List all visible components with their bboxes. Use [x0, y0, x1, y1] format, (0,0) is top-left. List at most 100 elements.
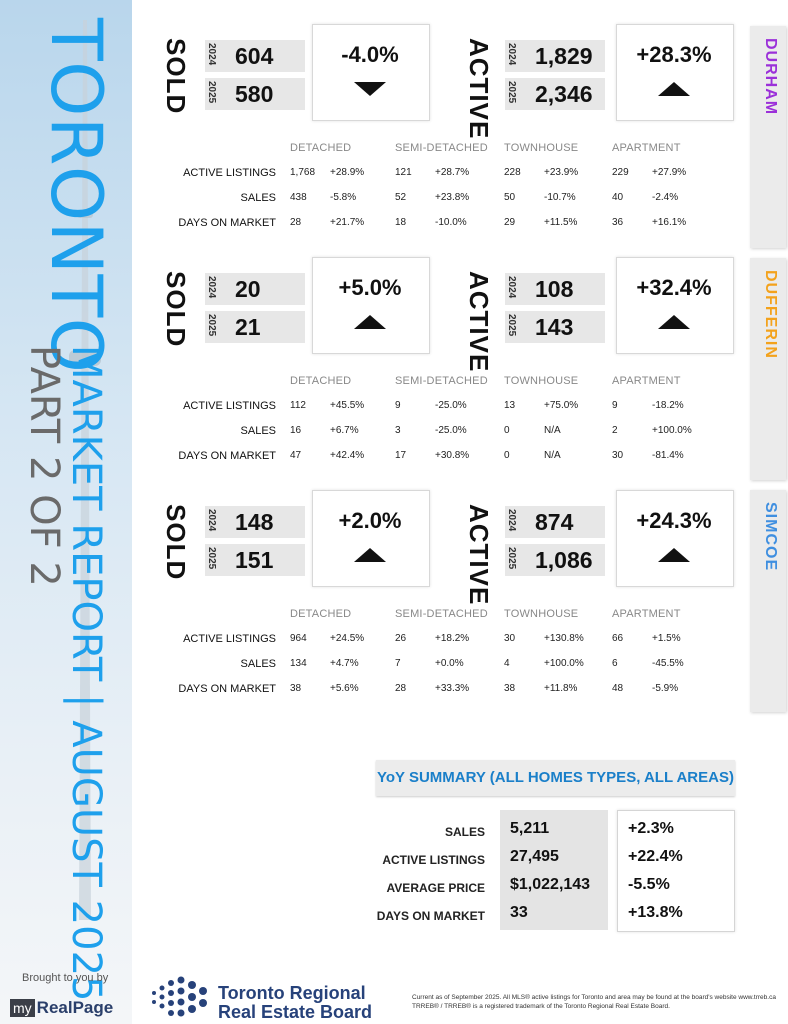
table-cell-value: 48 — [612, 683, 624, 694]
city-title: TORONTO — [35, 18, 117, 374]
summary-row-change: +13.8% — [628, 904, 683, 921]
summary-row-value: 5,211 — [510, 820, 550, 837]
region-tab-durham — [750, 26, 786, 248]
table-cell-value: 29 — [504, 217, 516, 228]
sold-label: SOLD — [161, 504, 191, 581]
table-cell-change: +0.0% — [435, 658, 464, 669]
table-cell-value: 40 — [612, 192, 624, 203]
sold-year-label: 2024 — [206, 43, 217, 66]
column-header: TOWNHOUSE — [504, 608, 579, 620]
region-tab-dufferin — [750, 258, 786, 480]
table-cell-change: +16.1% — [652, 217, 687, 228]
footnote: Current as of September 2025. All MLS® a… — [412, 993, 782, 1011]
sold-label: SOLD — [161, 38, 191, 115]
active-y2025-value: 2,346 — [535, 81, 593, 107]
summary-row-change: -5.5% — [628, 876, 670, 893]
table-cell-value: 4 — [504, 658, 510, 669]
sold-y2024-box — [205, 40, 305, 72]
summary-row-change: +2.3% — [628, 820, 674, 837]
table-cell-change: +33.3% — [435, 683, 470, 694]
sold-label: SOLD — [161, 271, 191, 348]
table-cell-value: 121 — [395, 167, 412, 178]
table-cell-value: 964 — [290, 633, 307, 644]
table-cell-change: -18.2% — [652, 400, 684, 411]
table-cell-change: +23.8% — [435, 192, 470, 203]
table-cell-change: -2.4% — [652, 192, 679, 203]
table-cell-change: +130.8% — [544, 633, 584, 644]
summary-row-value: 33 — [510, 904, 528, 921]
table-cell-change: +11.8% — [544, 683, 578, 694]
sold-change-box — [312, 257, 430, 354]
table-cell-value: 9 — [612, 400, 618, 411]
row-label: ACTIVE LISTINGS — [183, 167, 276, 179]
sold-change-value: +5.0% — [338, 275, 402, 300]
table-cell-value: 0 — [504, 450, 510, 461]
column-header: TOWNHOUSE — [504, 375, 579, 387]
column-header: SEMI-DETACHED — [395, 608, 488, 620]
table-cell-change: +42.4% — [330, 450, 365, 461]
active-y2024-value: 1,829 — [535, 43, 593, 69]
active-change-value: +28.3% — [636, 42, 712, 67]
row-label: ACTIVE LISTINGS — [183, 633, 276, 645]
active-change-box — [616, 24, 734, 121]
table-cell-change: -45.5% — [652, 658, 684, 669]
table-cell-change: +100.0% — [544, 658, 584, 669]
cn-tower-graphic — [69, 20, 101, 920]
arrow-up-icon — [354, 548, 386, 562]
active-change-box — [616, 490, 734, 587]
table-cell-value: 36 — [612, 217, 624, 228]
table-cell-value: 16 — [290, 425, 302, 436]
table-cell-value: 134 — [290, 658, 307, 669]
active-year-label: 2025 — [506, 81, 517, 104]
column-header: APARTMENT — [612, 608, 681, 620]
table-cell-value: 30 — [612, 450, 624, 461]
table-cell-value: 18 — [395, 217, 407, 228]
row-label: DAYS ON MARKET — [178, 683, 276, 695]
table-cell-value: 112 — [290, 400, 306, 411]
active-y2025-box — [505, 78, 605, 110]
summary-row-label: DAYS ON MARKET — [376, 909, 485, 923]
skyline-sidebar — [0, 0, 132, 1024]
row-label: DAYS ON MARKET — [178, 217, 276, 229]
table-cell-change: +30.8% — [435, 450, 470, 461]
sold-y2024-value: 148 — [235, 509, 274, 535]
row-label: SALES — [240, 425, 276, 437]
sold-y2025-value: 151 — [235, 547, 274, 573]
sold-year-label: 2024 — [206, 509, 217, 532]
active-y2025-value: 143 — [535, 314, 574, 340]
sold-y2024-value: 20 — [235, 276, 261, 302]
active-y2025-box — [505, 544, 605, 576]
table-cell-change: -10.0% — [435, 217, 467, 228]
active-year-label: 2024 — [506, 276, 517, 299]
table-cell-value: 50 — [504, 192, 516, 203]
table-cell-value: 30 — [504, 633, 516, 644]
sold-year-label: 2025 — [206, 314, 217, 337]
column-header: TOWNHOUSE — [504, 142, 579, 154]
summary-change-panel — [617, 810, 735, 932]
table-cell-change: +11.5% — [544, 217, 578, 228]
table-cell-value: 2 — [612, 425, 618, 436]
sold-y2024-value: 604 — [235, 43, 274, 69]
table-cell-change: +6.7% — [330, 425, 359, 436]
table-cell-change: N/A — [544, 450, 561, 461]
summary-header: YoY SUMMARY (ALL HOMES TYPES, ALL AREAS) — [376, 760, 735, 796]
active-y2025-value: 1,086 — [535, 547, 593, 573]
table-cell-value: 26 — [395, 633, 407, 644]
sold-y2025-value: 580 — [235, 81, 274, 107]
region-name: SIMCOE — [762, 502, 779, 572]
table-cell-value: 28 — [290, 217, 302, 228]
sold-y2024-box — [205, 506, 305, 538]
active-change-value: +24.3% — [636, 508, 712, 533]
active-y2024-box — [505, 506, 605, 538]
table-cell-value: 28 — [395, 683, 407, 694]
sold-y2025-box — [205, 544, 305, 576]
table-cell-change: +27.9% — [652, 167, 687, 178]
column-header: DETACHED — [290, 375, 352, 387]
active-y2024-box — [505, 40, 605, 72]
trreb-logo-icon — [152, 976, 207, 1017]
table-cell-value: 228 — [504, 167, 521, 178]
table-cell-change: N/A — [544, 425, 561, 436]
sold-change-box — [312, 24, 430, 121]
footnote-line1: Current as of September 2025. All MLS® a… — [412, 994, 776, 1001]
active-year-label: 2025 — [506, 314, 517, 337]
